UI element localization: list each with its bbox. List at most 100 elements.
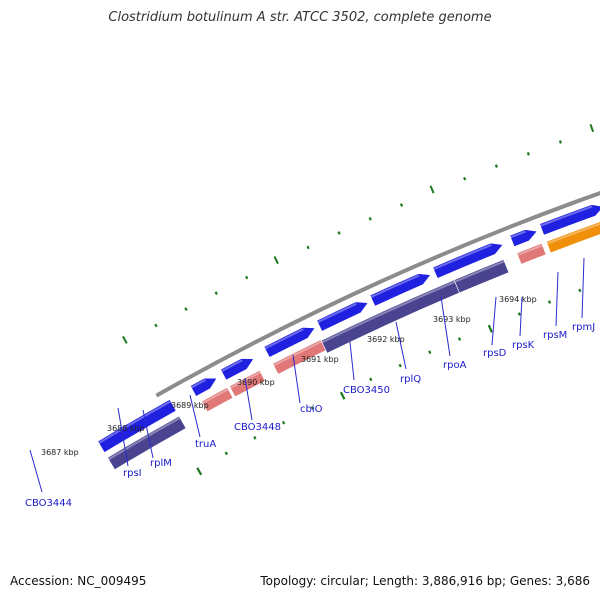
- gene-label-cbio[interactable]: cbiO: [300, 404, 323, 415]
- label-connector-line: [244, 377, 253, 421]
- highlighted-gene-feature[interactable]: [545, 219, 600, 254]
- label-connector-line: [117, 407, 129, 467]
- tick-label: 3693 kbp: [433, 315, 471, 324]
- outer-tick-mark: [337, 231, 341, 235]
- gene-label-rpmj[interactable]: rpmJ: [572, 322, 595, 333]
- inner-tick-mark: [487, 324, 493, 333]
- tick-label: 3692 kbp: [367, 335, 405, 344]
- gene-label-rpoa[interactable]: rpoA: [443, 360, 467, 371]
- gene-label-lines: [29, 257, 585, 493]
- outer-tick-mark: [306, 245, 310, 250]
- inner-tick-mark: [369, 377, 373, 382]
- gene-label-rpsi[interactable]: rpsI: [123, 468, 142, 479]
- gene-feature[interactable]: [220, 358, 255, 381]
- outer-tick-mark: [245, 275, 249, 280]
- genome-backbone: [155, 191, 600, 398]
- feature-sheen: [317, 302, 357, 324]
- inner-tick-mark: [253, 436, 257, 440]
- outer-tick-mark: [558, 140, 562, 144]
- tick-label: 3691 kbp: [301, 355, 339, 364]
- feature-sheen: [510, 230, 526, 239]
- outer-tick-mark: [214, 291, 218, 295]
- outer-tick-mark: [368, 217, 372, 221]
- gene-labels[interactable]: CBO3444 rpsI rplM truA CBO3448 cbiO CBO3…: [25, 322, 595, 509]
- scale-labels: 3687 kbp 3688 kbp 3689 kbp 3690 kbp 3691…: [41, 295, 537, 457]
- feature-sheen: [220, 359, 243, 373]
- inner-ticks: [196, 288, 582, 476]
- gene-feature[interactable]: [263, 327, 316, 358]
- accession-text: Accession: NC_009495: [10, 574, 147, 588]
- outer-tick-mark: [494, 164, 498, 168]
- feature-sheen: [98, 400, 172, 444]
- gene-features: [97, 204, 600, 471]
- gene-label-rpsm[interactable]: rpsM: [543, 330, 567, 341]
- inner-tick-mark: [196, 467, 203, 476]
- outer-tick-mark: [429, 185, 435, 194]
- feature-sheen: [546, 222, 600, 245]
- gene-label-trua[interactable]: truA: [195, 439, 216, 450]
- gene-label-cbo3450[interactable]: CBO3450: [343, 385, 390, 396]
- outer-ticks: [122, 123, 595, 344]
- inner-tick-mark: [224, 451, 229, 456]
- genome-summary: Topology: circular; Length: 3,886,916 bp…: [260, 574, 590, 588]
- label-connector-line: [440, 296, 451, 357]
- outer-tick-mark: [122, 335, 128, 344]
- feature-sheen: [454, 260, 505, 283]
- label-connector-line: [555, 271, 559, 327]
- outer-tick-mark: [273, 256, 279, 265]
- label-connector-line: [519, 296, 523, 337]
- feature-sheen: [433, 244, 492, 271]
- label-connector-line: [292, 354, 301, 404]
- gene-feature[interactable]: [516, 242, 547, 265]
- feature-sheen: [202, 388, 229, 404]
- gene-feature[interactable]: [432, 242, 504, 279]
- label-connector-line: [491, 296, 497, 346]
- gene-label-rpsk[interactable]: rpsK: [512, 340, 535, 351]
- gene-label-cbo3448[interactable]: CBO3448: [234, 422, 281, 433]
- label-connector-line: [349, 341, 355, 381]
- gene-feature[interactable]: [189, 377, 218, 397]
- inner-tick-mark: [310, 406, 315, 410]
- label-connector-line: [581, 257, 585, 319]
- gene-feature[interactable]: [509, 229, 538, 248]
- inner-tick-mark: [398, 363, 402, 368]
- label-connector-line: [395, 321, 407, 370]
- inner-tick-mark: [517, 312, 521, 316]
- gene-label-rpsd[interactable]: rpsD: [483, 348, 507, 359]
- inner-tick-mark: [457, 337, 462, 341]
- tick-label: 3687 kbp: [41, 448, 79, 457]
- label-connector-line: [29, 449, 43, 493]
- feature-sheen: [517, 244, 543, 256]
- gene-feature[interactable]: [201, 386, 234, 413]
- gene-label-rplq[interactable]: rplQ: [400, 374, 421, 385]
- gene-feature[interactable]: [229, 369, 266, 398]
- gene-feature[interactable]: [453, 259, 510, 294]
- label-connector-line: [142, 409, 154, 459]
- gene-label-cbo3444[interactable]: CBO3444: [25, 498, 72, 509]
- outer-tick-mark: [463, 176, 467, 181]
- feature-sheen: [264, 328, 304, 350]
- outer-tick-mark: [526, 152, 530, 156]
- map-title: Clostridium botulinum A str. ATCC 3502, …: [108, 10, 492, 25]
- outer-tick-mark: [154, 323, 158, 328]
- tick-label: 3694 kbp: [499, 295, 537, 304]
- gene-label-rplm[interactable]: rplM: [150, 458, 172, 469]
- outer-tick-mark: [589, 123, 595, 133]
- gene-feature[interactable]: [369, 273, 432, 307]
- feature-sheen: [370, 274, 420, 299]
- feature-sheen: [539, 205, 593, 227]
- inner-tick-mark: [428, 350, 432, 354]
- inner-tick-mark: [339, 391, 346, 400]
- outer-tick-mark: [399, 203, 404, 207]
- tick-label: 3688 kbp: [107, 424, 145, 433]
- feature-sheen: [108, 416, 181, 461]
- feature-sheen: [190, 378, 206, 389]
- gene-feature[interactable]: [107, 415, 187, 471]
- gene-feature[interactable]: [316, 301, 369, 332]
- tick-label: 3690 kbp: [237, 378, 275, 387]
- inner-tick-mark: [578, 288, 582, 293]
- tick-label: 3689 kbp: [171, 401, 209, 410]
- label-connector-line: [189, 394, 201, 438]
- inner-tick-mark: [281, 420, 286, 425]
